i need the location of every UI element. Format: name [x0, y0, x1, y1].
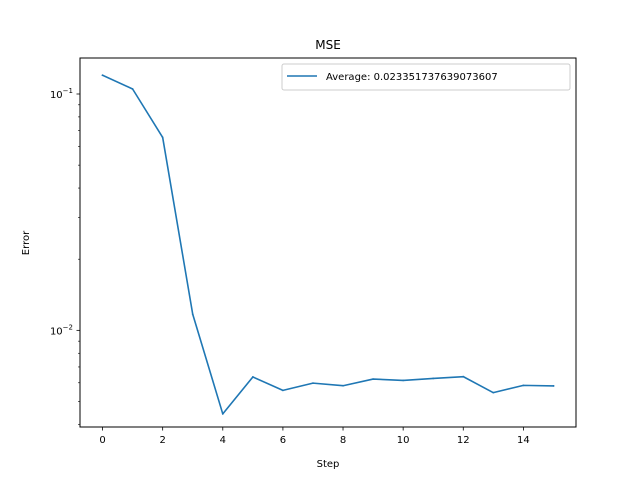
data-point — [432, 377, 435, 380]
x-tick-label: 8 — [340, 435, 346, 446]
legend-box — [281, 63, 571, 91]
x-tick-label: 0 — [99, 435, 105, 446]
x-tick-label: 6 — [280, 435, 286, 446]
x-tick-label: 12 — [457, 435, 470, 446]
legend-label: Average: 0.023351737639073607 — [326, 72, 498, 83]
x-tick-label: 14 — [517, 435, 530, 446]
data-point — [161, 136, 164, 139]
plot-area — [101, 74, 555, 415]
legend: Average: 0.023351737639073607 — [281, 63, 571, 91]
data-point — [312, 382, 314, 385]
y-axis-label: Error — [21, 230, 32, 255]
data-point — [342, 384, 344, 387]
data-point — [492, 391, 495, 394]
x-tick-label: 10 — [397, 435, 410, 446]
series-line — [101, 74, 555, 415]
data-point — [191, 313, 194, 316]
data-point — [101, 74, 104, 77]
data-point — [251, 376, 254, 378]
data-point — [372, 378, 374, 380]
x-tick-label: 4 — [220, 435, 226, 446]
data-point — [552, 385, 555, 387]
data-point — [462, 375, 465, 378]
data-point — [282, 389, 284, 392]
data-point — [131, 88, 134, 90]
x-tick-label: 2 — [159, 435, 165, 446]
chart-title: MSE — [315, 38, 341, 52]
data-point — [221, 413, 224, 415]
data-point — [522, 384, 525, 387]
x-axis-label: Step — [317, 459, 340, 470]
x-axis: 0 2 4 6 8 10 12 14 — [99, 427, 530, 446]
data-point — [402, 379, 405, 382]
axes-frame — [79, 57, 577, 428]
